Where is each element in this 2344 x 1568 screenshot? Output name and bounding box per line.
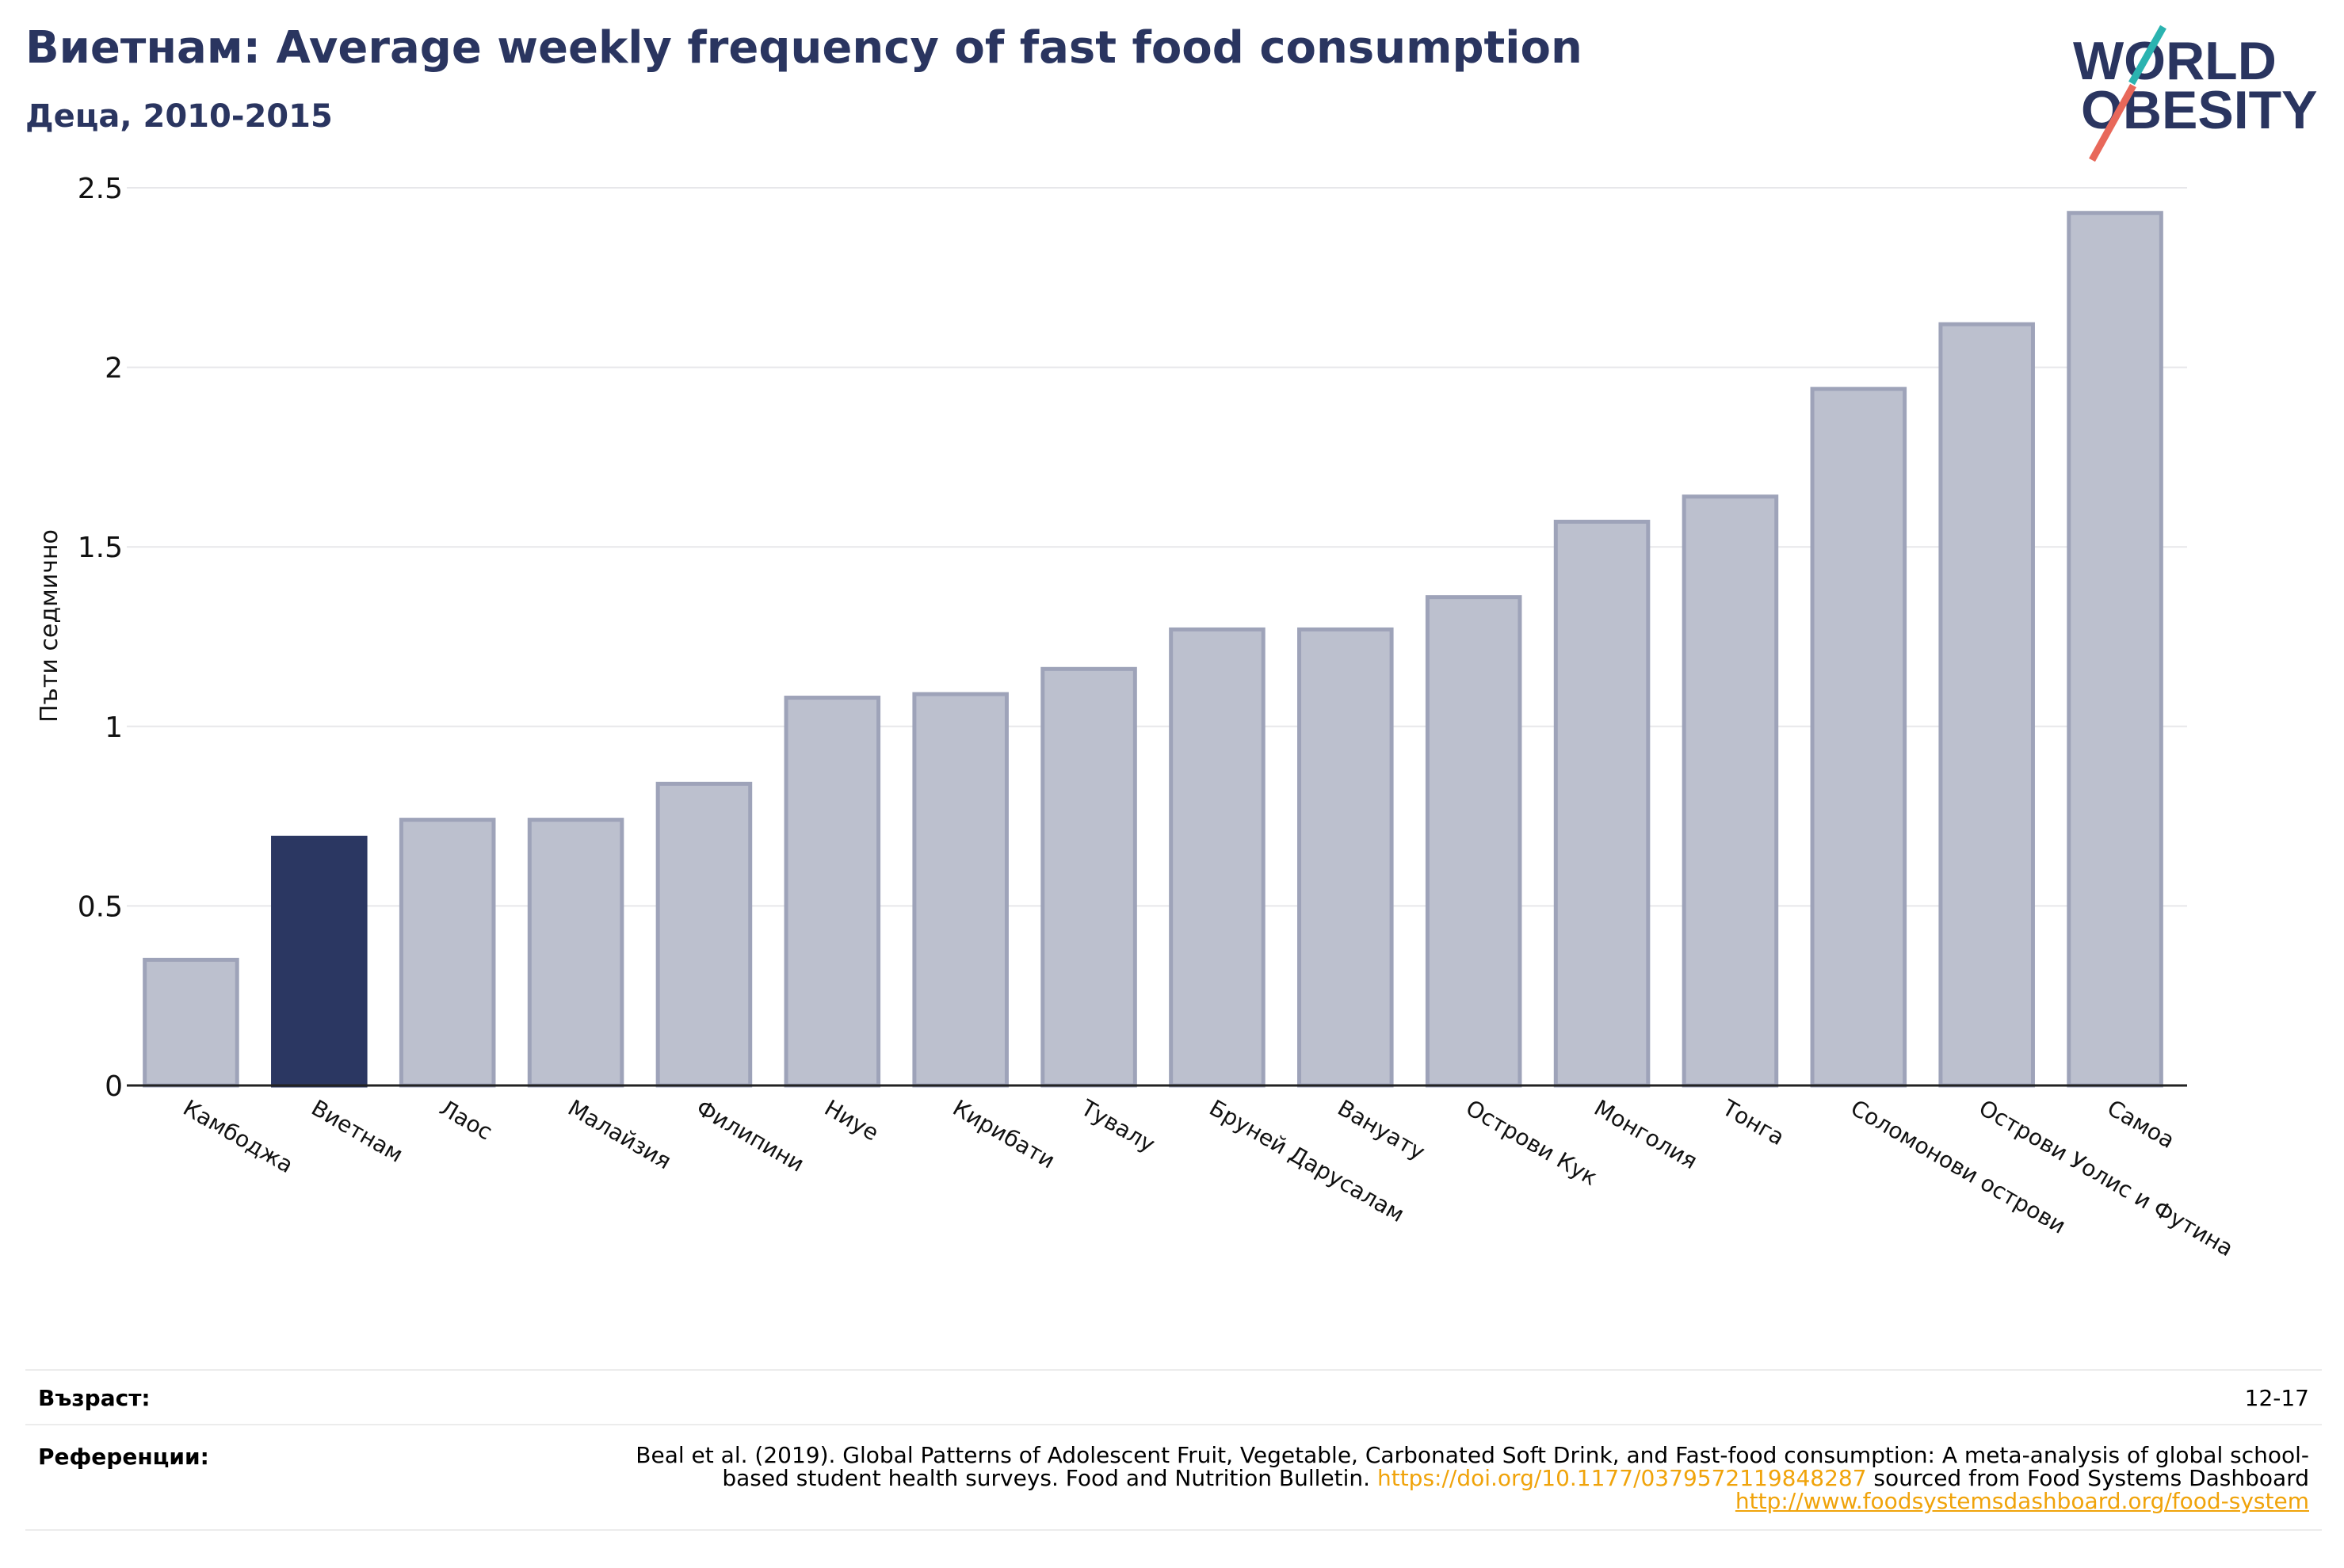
references-label: Референции:: [38, 1444, 209, 1470]
x-tick-label: Самоа: [2103, 1094, 2179, 1154]
divider-middle: [25, 1424, 2322, 1425]
bar-6: [784, 696, 881, 1088]
x-tick-label: Острови Кук: [1461, 1094, 1601, 1190]
dashboard-link[interactable]: http://www.foodsystemsdashboard.org/food…: [1735, 1488, 2309, 1514]
bar-15: [1938, 322, 2035, 1088]
x-tick-label: Виетнам: [307, 1094, 407, 1167]
bar-11: [1425, 595, 1522, 1088]
x-tick-label: Соломонови острови: [1846, 1094, 2071, 1238]
divider-top: [25, 1369, 2322, 1371]
bar-2: [271, 835, 368, 1088]
y-tick-label: 2: [105, 353, 123, 385]
bars: [143, 211, 2163, 1088]
x-tick-labels: Камбоджа Виетнам Лаос Малайзия Филипини Ниуе К…: [178, 1094, 2237, 1261]
logo-slash-teal: [2128, 25, 2166, 86]
bar-3: [399, 818, 496, 1088]
bar-4: [527, 818, 624, 1088]
logo-line-1: WORLD: [2073, 31, 2277, 91]
world-obesity-logo: WORLD OBESITY: [2073, 25, 2318, 162]
divider-bottom: [25, 1529, 2322, 1531]
x-tick-label: Вануату: [1333, 1094, 1430, 1165]
bar-1: [143, 957, 239, 1088]
references-text: Beal et al. (2019). Global Patterns of A…: [629, 1444, 2309, 1513]
y-tick-label: 1.5: [78, 532, 123, 564]
y-tick-label: 2.5: [78, 173, 123, 205]
bar-12: [1553, 519, 1651, 1088]
age-value: 12-17: [2244, 1385, 2309, 1411]
x-tick-label: Малайзия: [563, 1094, 676, 1174]
reference-source: sourced from Food Systems Dashboard: [1866, 1465, 2309, 1491]
age-label: Възраст:: [38, 1385, 151, 1411]
chart-subtitle: Деца, 2010-2015: [25, 98, 333, 135]
y-tick-label: 0: [105, 1070, 123, 1103]
x-tick-label: Ниуе: [820, 1094, 884, 1146]
y-tick-labels: 0 0.5 1 1.5 2 2.5: [78, 173, 123, 1103]
bar-7: [912, 692, 1009, 1088]
bar-13: [1682, 494, 1779, 1088]
bar-5: [655, 781, 753, 1088]
y-tick-label: 1: [105, 712, 123, 744]
x-tick-label: Лаос: [435, 1094, 497, 1145]
reference-citation: Beal et al. (2019). Global Patterns of A…: [636, 1442, 2309, 1491]
bar-14: [1810, 387, 1907, 1088]
bar-10: [1297, 627, 1394, 1088]
x-tick-label: Кирибати: [949, 1094, 1059, 1173]
bar-9: [1169, 627, 1266, 1088]
chart-title: Виетнам: Average weekly frequency of fas…: [25, 22, 1582, 74]
y-axis-label: Пъти седмично: [36, 529, 63, 723]
doi-link[interactable]: https://doi.org/10.1177/0379572119848287: [1376, 1465, 1867, 1491]
y-tick-label: 0.5: [78, 891, 123, 923]
x-tick-label: Камбоджа: [178, 1094, 297, 1178]
x-tick-label: Монголия: [1590, 1094, 1702, 1174]
logo-slash-coral: [2089, 83, 2136, 162]
bar-16: [2067, 211, 2163, 1088]
x-tick-label: Тонга: [1717, 1094, 1789, 1150]
x-tick-label: Острови Уолис и Футина: [1975, 1094, 2238, 1261]
bar-chart: 0 0.5 1 1.5 2 2.5 Камбоджа Виетнам Лаос Малайзия…: [36, 173, 2238, 1261]
bar-8: [1040, 666, 1137, 1088]
x-tick-label: Филипини: [692, 1094, 809, 1177]
x-tick-label: Тувалу: [1076, 1094, 1160, 1158]
